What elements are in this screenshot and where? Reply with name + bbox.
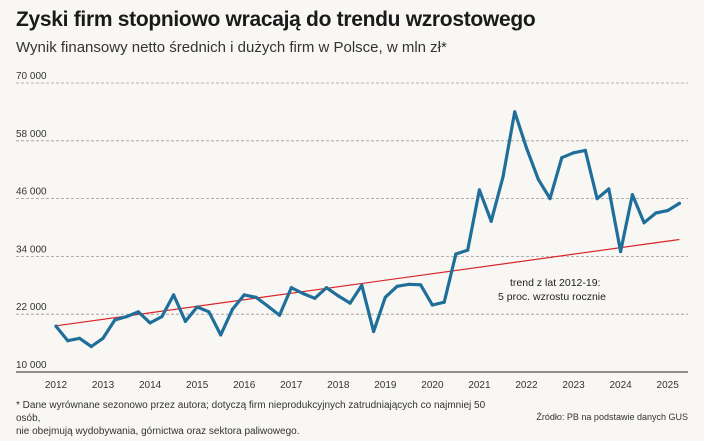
data-point [560,156,564,160]
data-point [242,293,246,297]
y-tick-label: 22 000 [16,302,47,313]
data-point [89,344,93,349]
data-point [77,336,82,340]
trend-annotation-line1: trend z lat 2012-19: [510,277,600,289]
data-point [383,295,387,299]
data-point [619,250,623,254]
data-point [395,284,399,288]
data-point [630,193,635,197]
data-point [219,333,223,337]
y-axis-tick-labels: 10 000 22 000 34 000 46 000 58 000 70 000 [16,71,47,371]
data-point [207,310,211,314]
data-point [430,303,434,307]
data-point [513,110,517,114]
data-point [266,304,270,308]
data-point [571,151,576,155]
data-point [666,209,670,213]
data-point [489,219,493,223]
x-tick-label: 2022 [515,380,538,391]
footnote-line-1: * Dane wyrównane sezonowo przez autora; … [16,400,486,424]
data-point [654,211,658,215]
data-point [372,329,376,334]
data-point [289,286,293,290]
footnote-line-2: nie obejmują wydobywania, górnictwa oraz… [16,426,300,437]
data-point [277,313,282,317]
data-point [536,177,540,181]
y-tick-label: 70 000 [16,71,47,82]
data-point [113,318,117,322]
x-tick-label: 2017 [280,380,303,391]
series-points [54,110,682,349]
data-point [125,315,129,319]
data-point [677,201,682,205]
data-point [454,252,458,256]
data-point [442,300,446,304]
x-tick-label: 2012 [45,380,68,391]
x-tick-label: 2025 [657,380,680,391]
chart-title: Zyski firm stopniowo wracają do trendu w… [16,8,536,31]
data-point [419,283,423,287]
data-point [172,293,176,297]
data-point [642,221,646,225]
footnote: * Dane wyrównane sezonowo przez autora; … [16,399,496,438]
x-tick-label: 2023 [562,380,585,391]
y-tick-label: 34 000 [16,244,47,255]
data-point [101,336,105,340]
data-point [407,282,411,286]
data-point [160,315,164,319]
x-tick-label: 2013 [92,380,115,391]
x-tick-label: 2024 [609,380,632,391]
data-point [336,294,340,298]
source-note: Źródło: PB na podstawie danych GUS [536,412,688,422]
gridlines [16,82,688,315]
data-point [148,321,152,325]
profit-series-line [54,110,682,349]
x-tick-label: 2020 [421,380,444,391]
x-tick-label: 2021 [468,380,491,391]
trend-line [55,238,680,327]
data-point [301,291,305,296]
data-point [313,296,317,300]
y-tick-label: 58 000 [16,129,47,140]
data-point [348,301,352,305]
data-point [183,319,187,323]
data-point [583,148,587,152]
data-point [466,248,470,252]
data-point [595,197,599,201]
data-point [136,310,140,314]
data-point [324,286,329,290]
data-point [524,146,529,150]
data-point [195,305,199,309]
data-point [66,339,70,343]
data-point [254,295,258,299]
data-point [360,283,364,287]
data-point [548,197,552,201]
x-tick-label: 2015 [186,380,209,391]
x-axis-tick-labels: 2012 2013 2014 2015 2016 2017 2018 2019 2020 2021… [45,380,679,391]
data-point [477,188,481,192]
chart-subtitle: Wynik finansowy netto średnich i dużych … [16,39,447,56]
x-tick-label: 2016 [233,380,256,391]
x-tick-label: 2018 [327,380,350,391]
data-point [54,324,58,328]
y-tick-label: 10 000 [16,360,47,371]
data-point [230,307,234,311]
data-point [501,175,505,179]
x-tick-label: 2014 [139,380,162,391]
data-point [607,187,611,191]
x-tick-label: 2019 [374,380,397,391]
trend-annotation-line2: 5 proc. wzrostu rocznie [498,291,606,303]
y-tick-label: 46 000 [16,187,47,198]
